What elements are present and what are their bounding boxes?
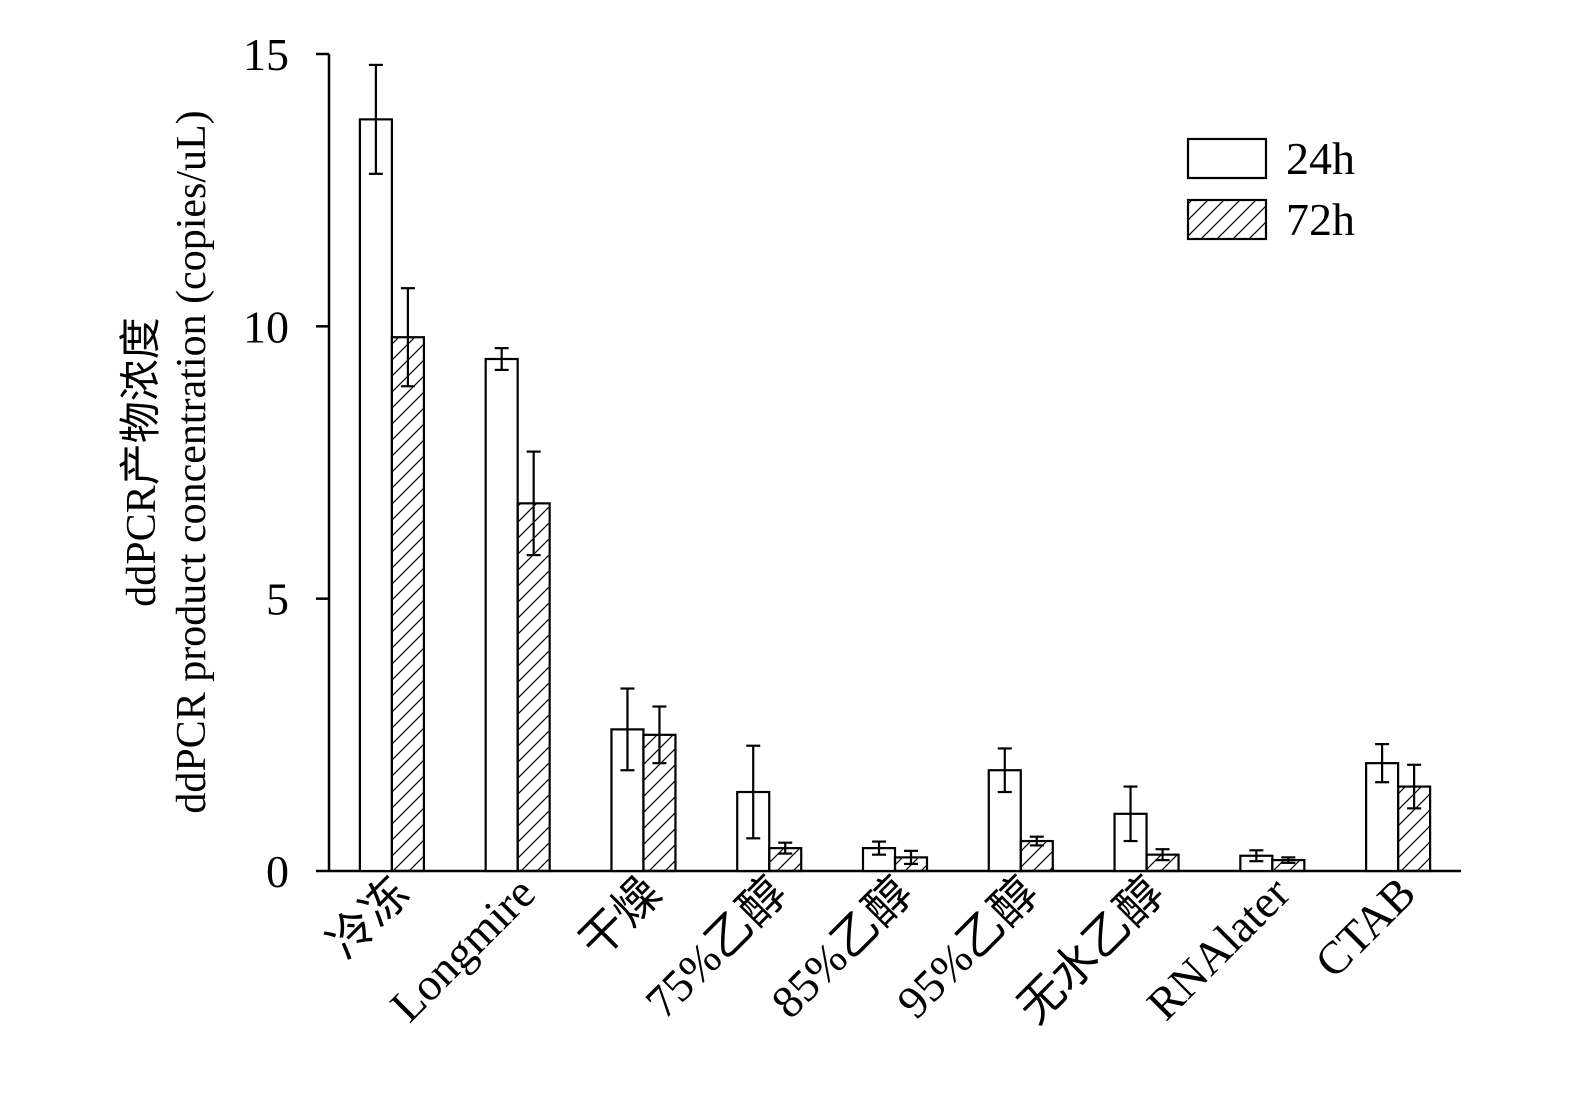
x-tick-label: 干燥 [569, 867, 670, 968]
bar-24h-2 [484, 357, 519, 873]
legend-label-24h: 24h [1286, 133, 1355, 184]
y-axis-label: ddPCR产物浓度 ddPCR product concentration (c… [119, 110, 215, 813]
bar-24h-1 [358, 118, 393, 873]
y-tick-label: 5 [266, 574, 289, 625]
y-axis-label-line-1: ddPCR产物浓度 [119, 317, 165, 606]
bar-72h-1 [390, 336, 425, 873]
legend-swatch-72h [1186, 198, 1268, 241]
legend-label-72h: 72h [1286, 194, 1355, 245]
y-axis-label-line-2: ddPCR product concentration (copies/uL) [169, 110, 215, 813]
y-tick-label: 15 [243, 29, 289, 80]
y-tick-label: 0 [266, 846, 289, 897]
y-tick-label: 10 [243, 301, 289, 352]
x-tick-label: CTAB [1305, 867, 1425, 987]
x-tick-label: 冷冻 [318, 867, 419, 968]
bar-72h-2 [516, 502, 551, 873]
legend-swatch-24h [1186, 137, 1268, 180]
